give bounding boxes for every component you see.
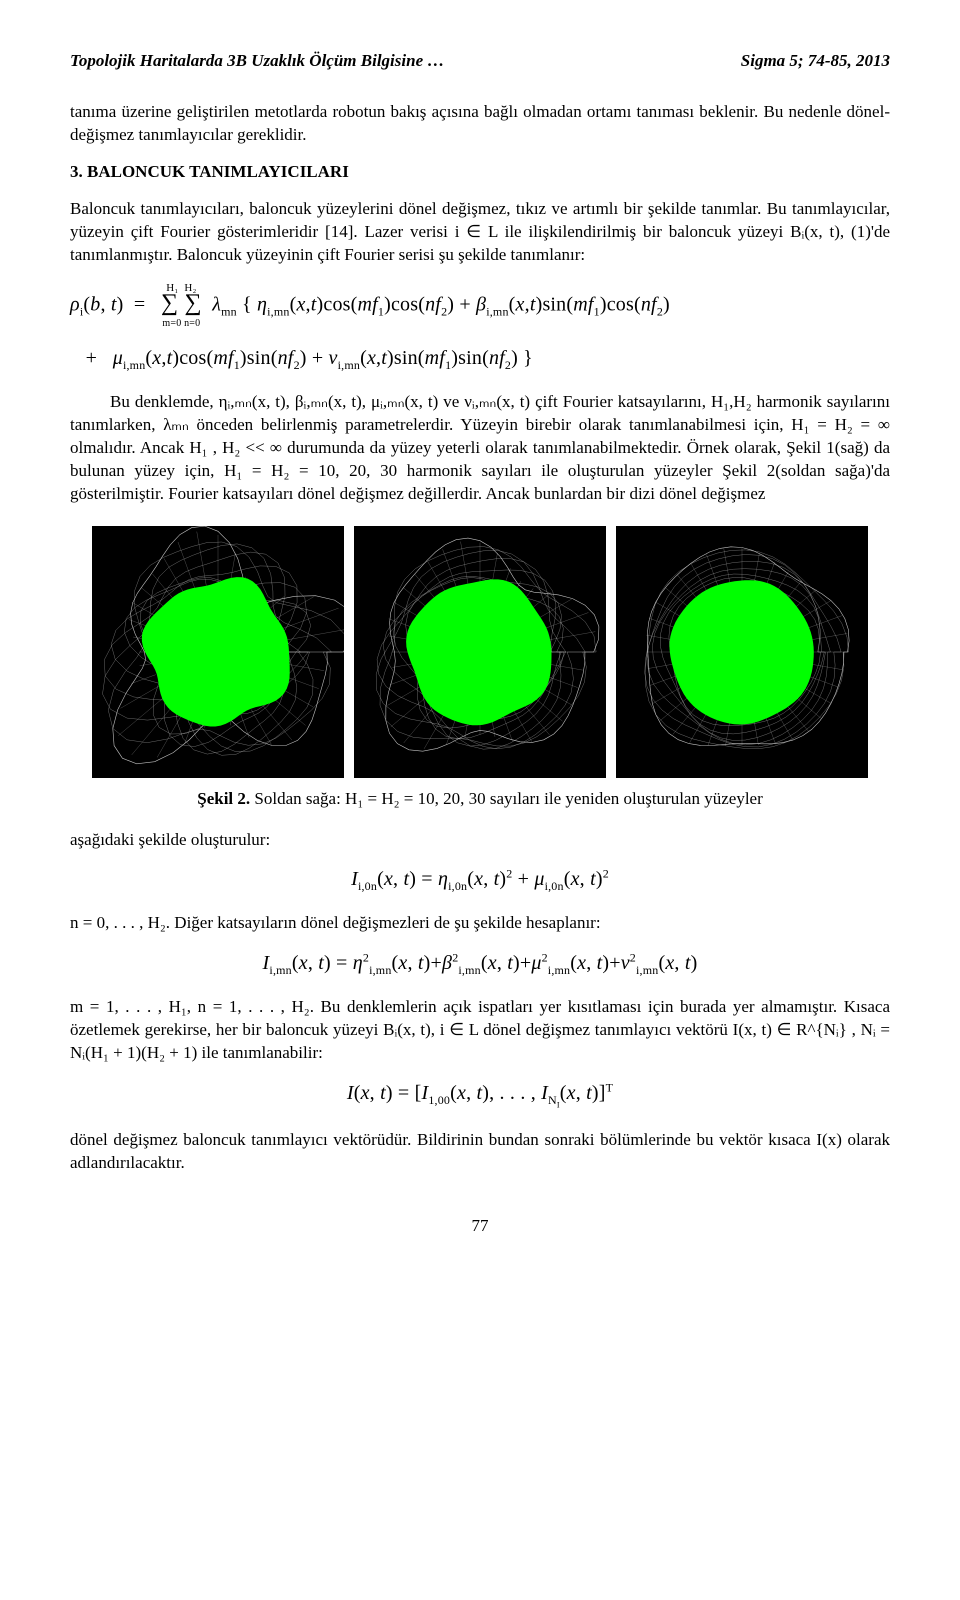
paragraph-4: aşağıdaki şekilde oluşturulur:: [70, 829, 890, 852]
equation-rho-line2: + μi,mn(x,t)cos(mf1)sin(nf2) + νi,mn(x,t…: [70, 345, 890, 373]
paragraph-intro: tanıma üzerine geliştirilen metotlarda r…: [70, 101, 890, 147]
equation-rho-line1: ρi(b, t) = H₁ H₂∑ ∑m=0 n=0 λmn { ηi,mn(x…: [70, 281, 890, 331]
figure-2-row: [70, 526, 890, 778]
figure2-caption-bold: Şekil 2.: [197, 789, 250, 808]
equation-rho: ρi(b, t) = H₁ H₂∑ ∑m=0 n=0 λmn { ηi,mn(x…: [70, 281, 890, 373]
figure2-panel-0: [92, 526, 344, 778]
section-3-title: 3. BALONCUK TANIMLAYICILARI: [70, 161, 890, 184]
equation-Ivec: I(x, t) = [I1,00(x, t), . . . , INI(x, t…: [70, 1079, 890, 1111]
paragraph-6: m = 1, . . . , H₁, n = 1, . . . , H₂. Bu…: [70, 996, 890, 1065]
figure2-svg-0: [92, 526, 344, 778]
figure2-caption: Şekil 2. Soldan sağa: H₁ = H₂ = 10, 20, …: [70, 788, 890, 811]
paragraph-3: Bu denklemde, ηᵢ,ₘₙ(x, t), βᵢ,ₘₙ(x, t), …: [70, 391, 890, 506]
equation-Imn: Ii,mn(x, t) = η2i,mn(x, t)+β2i,mn(x, t)+…: [70, 949, 890, 978]
figure2-svg-1: [354, 526, 606, 778]
header-right: Sigma 5; 74-85, 2013: [741, 50, 890, 73]
page-header: Topolojik Haritalarda 3B Uzaklık Ölçüm B…: [70, 50, 890, 73]
paragraph-5: n = 0, . . . , H₂. Diğer katsayıların dö…: [70, 912, 890, 935]
figure2-panel-2: [616, 526, 868, 778]
figure2-svg-2: [616, 526, 868, 778]
figure2-panel-1: [354, 526, 606, 778]
page-number: 77: [70, 1215, 890, 1238]
paragraph-2: Baloncuk tanımlayıcıları, baloncuk yüzey…: [70, 198, 890, 267]
header-left: Topolojik Haritalarda 3B Uzaklık Ölçüm B…: [70, 50, 444, 73]
equation-I0n: Ii,0n(x, t) = ηi,0n(x, t)2 + μi,0n(x, t)…: [70, 866, 890, 895]
figure2-caption-text: Soldan sağa: H₁ = H₂ = 10, 20, 30 sayıla…: [250, 789, 763, 808]
paragraph-7: dönel değişmez baloncuk tanımlayıcı vekt…: [70, 1129, 890, 1175]
